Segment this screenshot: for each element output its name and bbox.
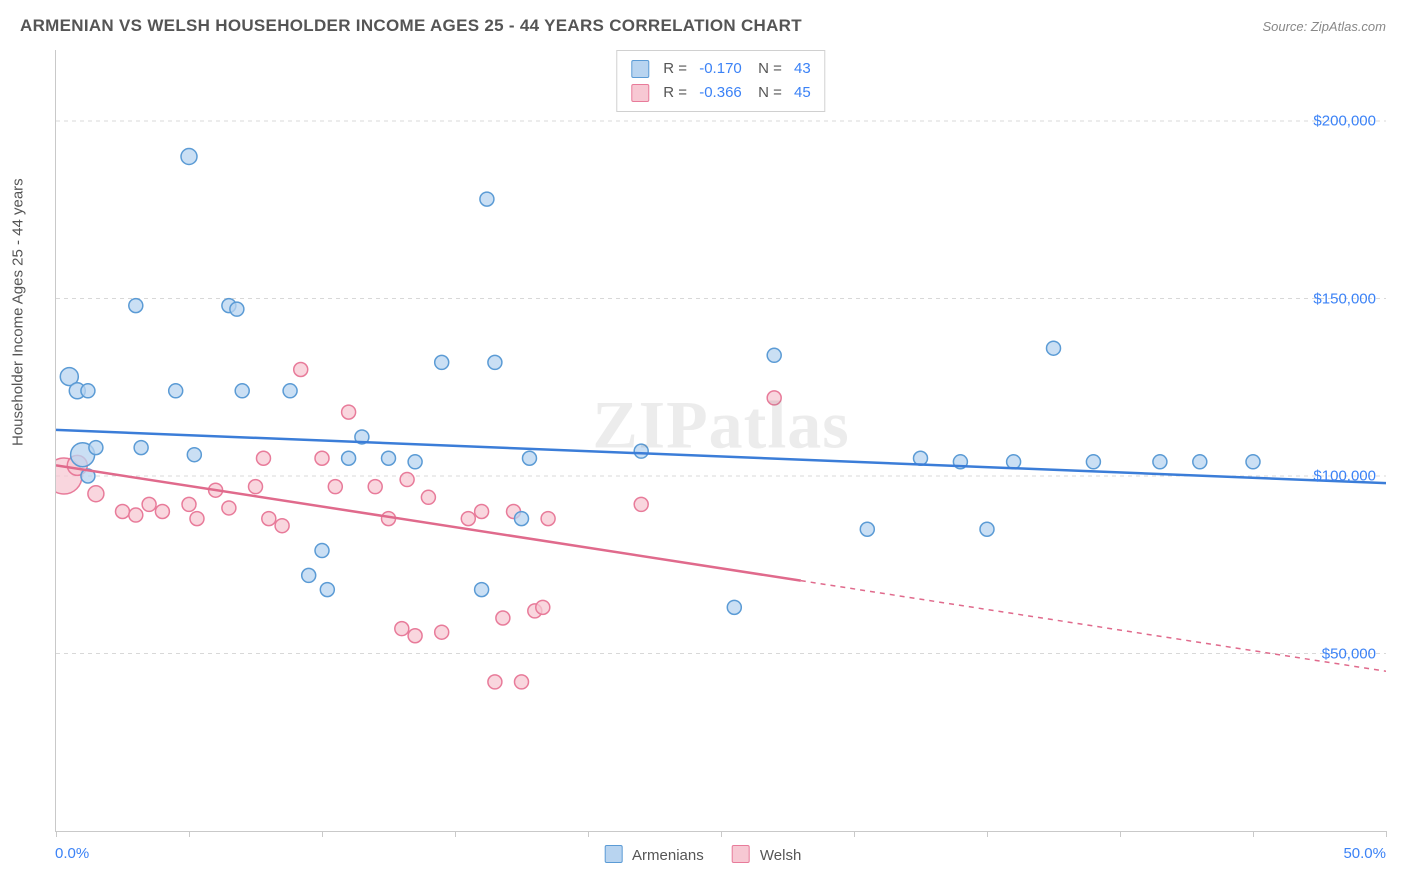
x-axis-min-label: 0.0% — [55, 845, 89, 862]
n-value-welsh: 45 — [794, 81, 811, 105]
x-tick — [721, 831, 722, 837]
swatch-welsh-icon — [631, 84, 649, 102]
y-tick-label: $50,000 — [1322, 645, 1376, 662]
x-tick — [1120, 831, 1121, 837]
x-axis-max-label: 50.0% — [1343, 845, 1386, 862]
legend-item-armenians: Armenians — [605, 845, 704, 864]
x-tick — [455, 831, 456, 837]
x-tick — [322, 831, 323, 837]
y-tick-label: $100,000 — [1313, 468, 1376, 485]
x-tick — [56, 831, 57, 837]
r-value-armenians: -0.170 — [699, 57, 742, 81]
scatter-chart — [56, 50, 1386, 831]
source-label: Source: ZipAtlas.com — [1262, 19, 1386, 34]
n-value-armenians: 43 — [794, 57, 811, 81]
x-tick — [1386, 831, 1387, 837]
plot-area: ZIPatlas R = -0.170 N = 43 R = -0.366 N … — [55, 50, 1386, 832]
x-tick — [1253, 831, 1254, 837]
swatch-armenians-icon — [631, 60, 649, 78]
swatch-armenians-icon — [605, 845, 623, 863]
y-tick-label: $200,000 — [1313, 113, 1376, 130]
chart-title: ARMENIAN VS WELSH HOUSEHOLDER INCOME AGE… — [20, 16, 802, 36]
x-tick — [588, 831, 589, 837]
correlation-legend: R = -0.170 N = 43 R = -0.366 N = 45 — [616, 50, 825, 112]
y-tick-label: $150,000 — [1313, 290, 1376, 307]
legend-row-armenians: R = -0.170 N = 43 — [631, 57, 810, 81]
x-tick — [854, 831, 855, 837]
x-tick — [987, 831, 988, 837]
x-tick — [189, 831, 190, 837]
legend-row-welsh: R = -0.366 N = 45 — [631, 81, 810, 105]
series-legend: Armenians Welsh — [605, 845, 802, 864]
title-bar: ARMENIAN VS WELSH HOUSEHOLDER INCOME AGE… — [0, 0, 1406, 46]
r-value-welsh: -0.366 — [699, 81, 742, 105]
legend-item-welsh: Welsh — [732, 845, 802, 864]
y-axis-label: Householder Income Ages 25 - 44 years — [10, 178, 27, 446]
swatch-welsh-icon — [732, 845, 750, 863]
